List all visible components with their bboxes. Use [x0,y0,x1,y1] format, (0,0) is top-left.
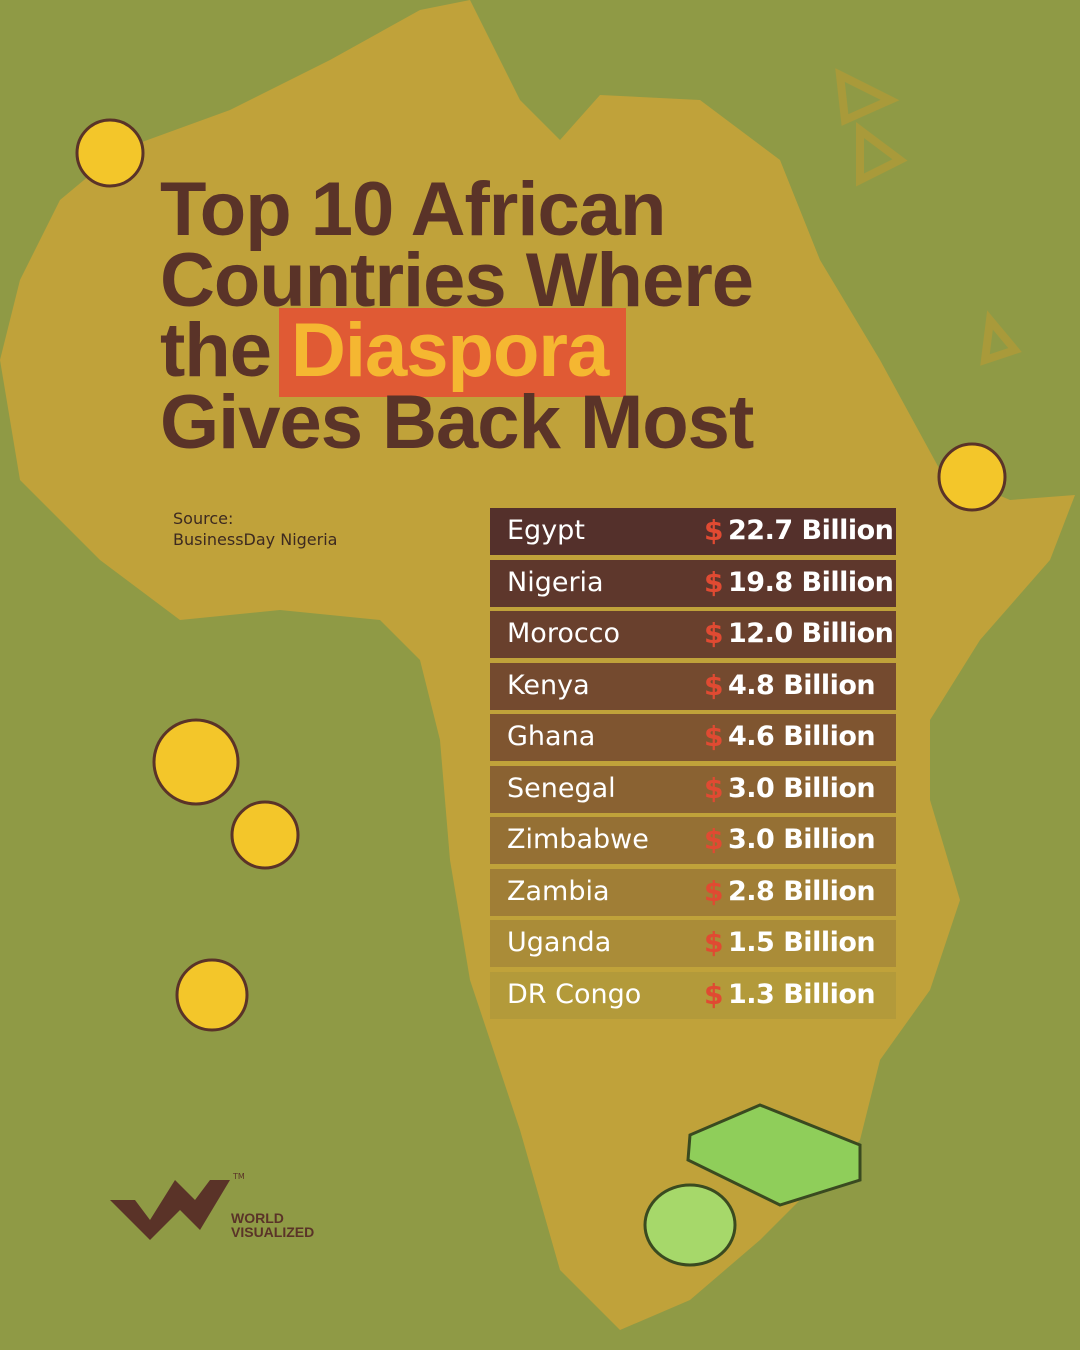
currency-symbol: $ [704,771,724,805]
amount: 22.7 Billion [728,515,894,546]
currency-symbol: $ [704,823,724,856]
table-row: Zambia $2.8 Billion [490,868,896,916]
amount: 1.3 Billion [728,978,876,1010]
money [643,1103,862,1267]
table-row: Nigeria $19.8 Billion [490,559,896,607]
currency-symbol: $ [704,668,724,702]
deco-triangles [835,68,1022,366]
currency-symbol: $ [704,514,724,547]
title-line: Gives Back Most [160,380,754,465]
title-line: Countries Where [160,238,754,323]
trademark: TM [233,1172,245,1181]
amount: 19.8 Billion [728,566,894,598]
currency-symbol: $ [704,617,724,650]
amount: 1.5 Billion [728,927,876,958]
amount: 3.0 Billion [728,824,876,855]
title-line: the Diaspora [160,308,627,397]
amount: 4.8 Billion [728,669,876,701]
table-row: Egypt $22.7 Billion [490,508,896,555]
logo-text: WORLD [231,1210,284,1226]
amount: 2.8 Billion [728,875,876,907]
amount: 12.0 Billion [728,618,894,649]
amount: 4.6 Billion [728,721,876,752]
coin [75,118,1007,1032]
country: Zimbabwe [507,824,649,855]
country: Ghana [507,721,596,752]
table-row: Uganda $1.5 Billion [490,920,896,967]
logo-text: VISUALIZED [231,1224,315,1240]
table-row: Ghana $4.6 Billion [490,714,896,761]
currency-symbol: $ [704,565,724,599]
country: Nigeria [507,566,604,598]
country: Kenya [507,669,590,701]
table-row: Kenya $4.8 Billion [490,662,896,710]
country: Morocco [507,618,621,649]
table-row: Morocco $12.0 Billion [490,611,896,658]
country: DR Congo [507,978,642,1010]
table-row: Senegal $3.0 Billion [490,765,896,813]
country: Senegal [507,772,616,804]
table-row: Zimbabwe $3.0 Billion [490,817,896,864]
ranking-table: Egypt $22.7 Billion Nigeria $19.8 Billion Mo… [490,508,896,1023]
table-row: DR Congo $1.3 Billion [490,971,896,1019]
logo-mark [110,1180,230,1240]
country: Uganda [507,927,612,958]
currency-symbol: $ [704,977,724,1011]
title-line: Top 10 African [160,167,666,252]
amount: 3.0 Billion [728,772,876,804]
source: Source: BusinessDay Nigeria [173,508,337,550]
currency-symbol: $ [704,874,724,908]
country: Zambia [507,875,610,907]
source-name: BusinessDay Nigeria [173,530,338,549]
currency-symbol: $ [704,926,724,959]
title-highlight: Diaspora [279,308,627,397]
source-label: Source: [173,509,234,528]
currency-symbol: $ [704,720,724,753]
country: Egypt [507,515,585,546]
title-text: the [160,308,272,393]
